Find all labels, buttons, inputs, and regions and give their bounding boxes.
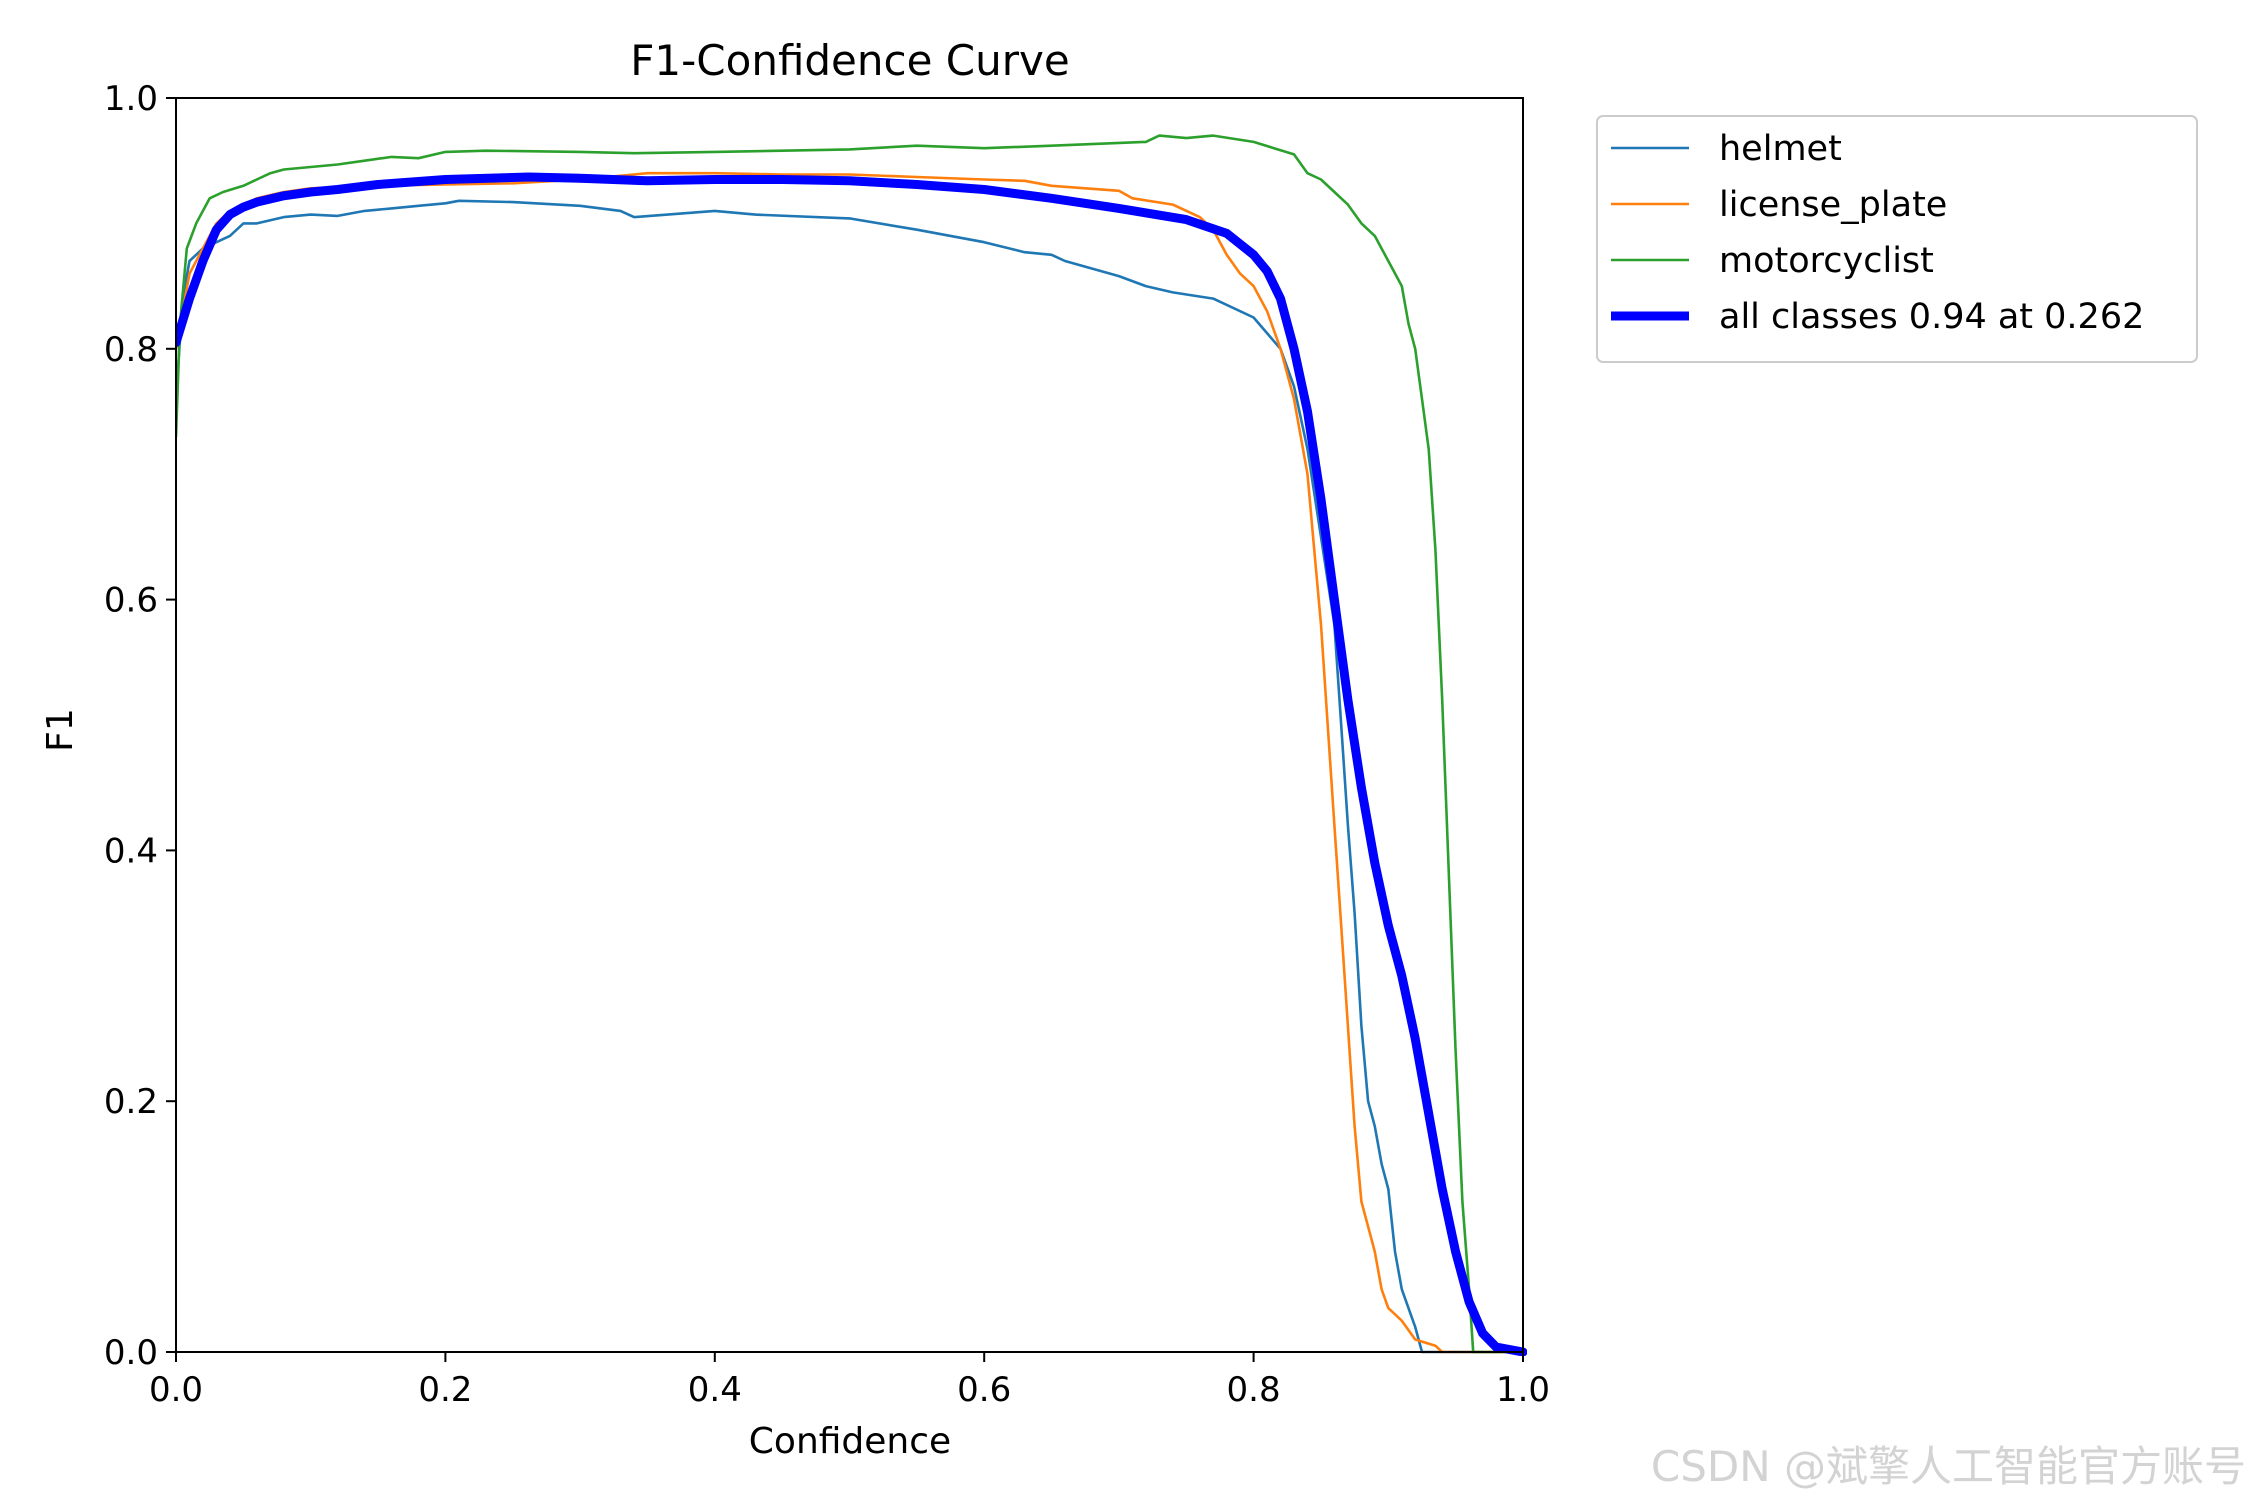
y-tick-label: 0.2 bbox=[104, 1082, 158, 1122]
x-tick-label: 0.6 bbox=[957, 1370, 1011, 1410]
legend: helmet license_plate motorcyclist all class… bbox=[1596, 115, 2198, 363]
x-tick-label: 1.0 bbox=[1496, 1370, 1550, 1410]
y-axis-label: F1 bbox=[40, 708, 81, 752]
watermark-text: CSDN @斌擎人工智能官方账号 bbox=[1650, 1442, 2246, 1491]
x-tick-label: 0.4 bbox=[688, 1370, 742, 1410]
x-tick-label: 0.8 bbox=[1227, 1370, 1281, 1410]
series-line-2 bbox=[176, 134, 1525, 1354]
series-line-0 bbox=[176, 199, 1525, 1354]
y-tick-label: 0.0 bbox=[104, 1333, 158, 1373]
chart-title: F1-Confidence Curve bbox=[630, 36, 1069, 85]
legend-label: all classes 0.94 at 0.262 bbox=[1719, 297, 2144, 337]
legend-label: motorcyclist bbox=[1719, 241, 1934, 281]
x-tick-label: 0.0 bbox=[149, 1370, 203, 1410]
plot-frame bbox=[175, 97, 1524, 1353]
axes: 0.0 0.2 0.4 0.6 0.8 1.0 0.0 0.2 0.4 0.6 0.8 1.0 bbox=[104, 79, 1550, 1410]
y-tick-label: 0.6 bbox=[104, 581, 158, 621]
x-tick-label: 0.2 bbox=[418, 1370, 472, 1410]
legend-label: helmet bbox=[1719, 129, 1842, 169]
plot-area bbox=[176, 134, 1527, 1356]
series-line-3 bbox=[176, 172, 1527, 1356]
legend-box bbox=[1596, 115, 2198, 363]
y-tick-label: 0.4 bbox=[104, 831, 158, 871]
legend-label: license_plate bbox=[1719, 185, 1947, 225]
y-tick-label: 0.8 bbox=[104, 330, 158, 370]
y-tick-label: 1.0 bbox=[104, 79, 158, 119]
x-axis-label: Confidence bbox=[749, 1421, 951, 1462]
series-line-1 bbox=[176, 171, 1525, 1354]
